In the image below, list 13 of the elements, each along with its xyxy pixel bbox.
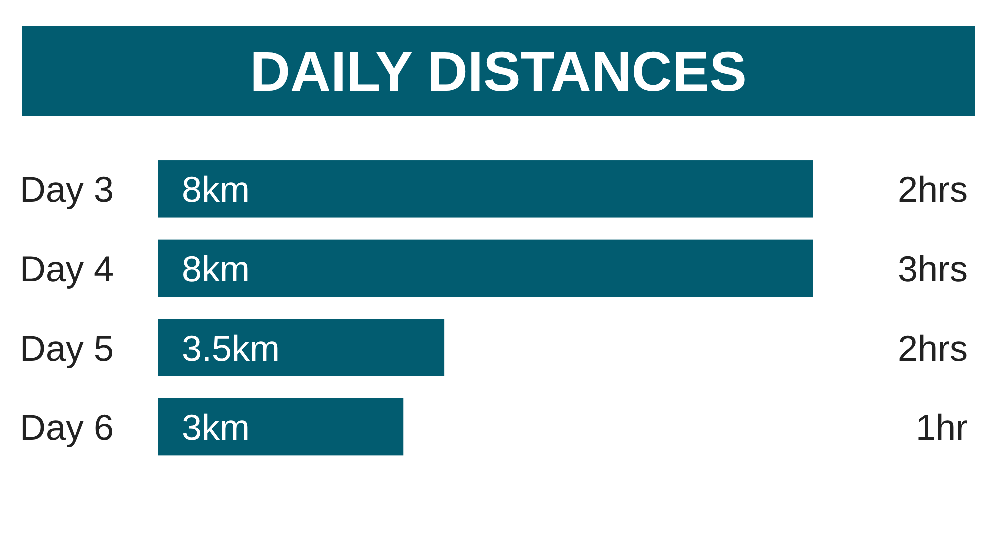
text: 2hrs bbox=[898, 328, 968, 369]
data-label: 8km bbox=[182, 169, 250, 210]
y-tick-label: Day 6 bbox=[20, 407, 114, 448]
text: 2hrs bbox=[898, 169, 968, 210]
y-tick-label: Day 5 bbox=[20, 328, 114, 369]
text: 1hr bbox=[916, 407, 968, 448]
text: 3hrs bbox=[898, 248, 968, 290]
data-label: 8km bbox=[182, 248, 250, 290]
y-tick-label: Day 3 bbox=[20, 169, 114, 210]
chart-title: DAILY DISTANCES bbox=[250, 40, 747, 103]
data-label: 3km bbox=[182, 407, 250, 448]
y-tick-label: Day 4 bbox=[20, 248, 114, 290]
data-label: 3.5km bbox=[182, 328, 280, 369]
